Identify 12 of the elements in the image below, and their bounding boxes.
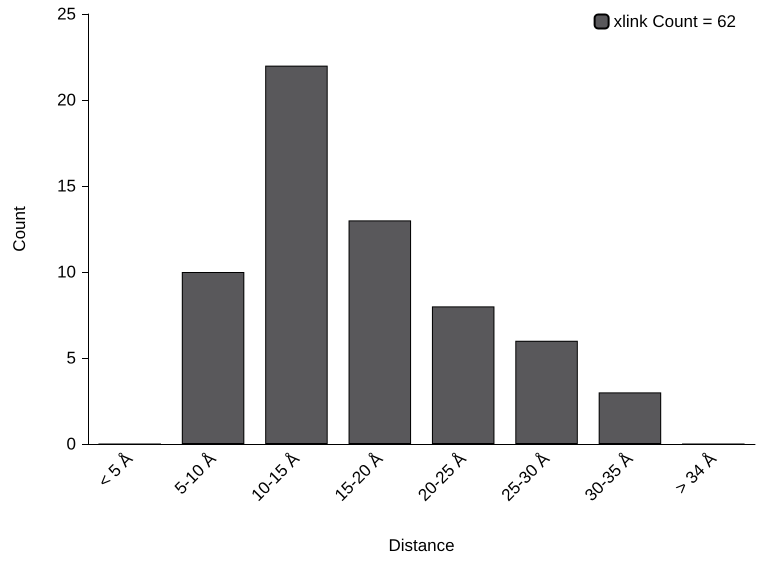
y-tick-label: 0 — [66, 434, 76, 454]
x-tick-label: < 5 Å — [94, 448, 137, 492]
y-tick-label: 5 — [66, 348, 76, 368]
legend-label: xlink Count = 62 — [614, 12, 736, 31]
y-tick-label: 10 — [57, 262, 76, 282]
x-tick-label: > 34 Å — [672, 448, 721, 498]
y-tick-label: 20 — [57, 90, 76, 110]
y-axis-title: Count — [10, 206, 29, 252]
y-tick-label: 15 — [57, 176, 76, 196]
x-tick-label: 5-10 Å — [170, 448, 220, 498]
x-axis-title: Distance — [388, 536, 455, 555]
y-tick-label: 25 — [57, 4, 76, 24]
